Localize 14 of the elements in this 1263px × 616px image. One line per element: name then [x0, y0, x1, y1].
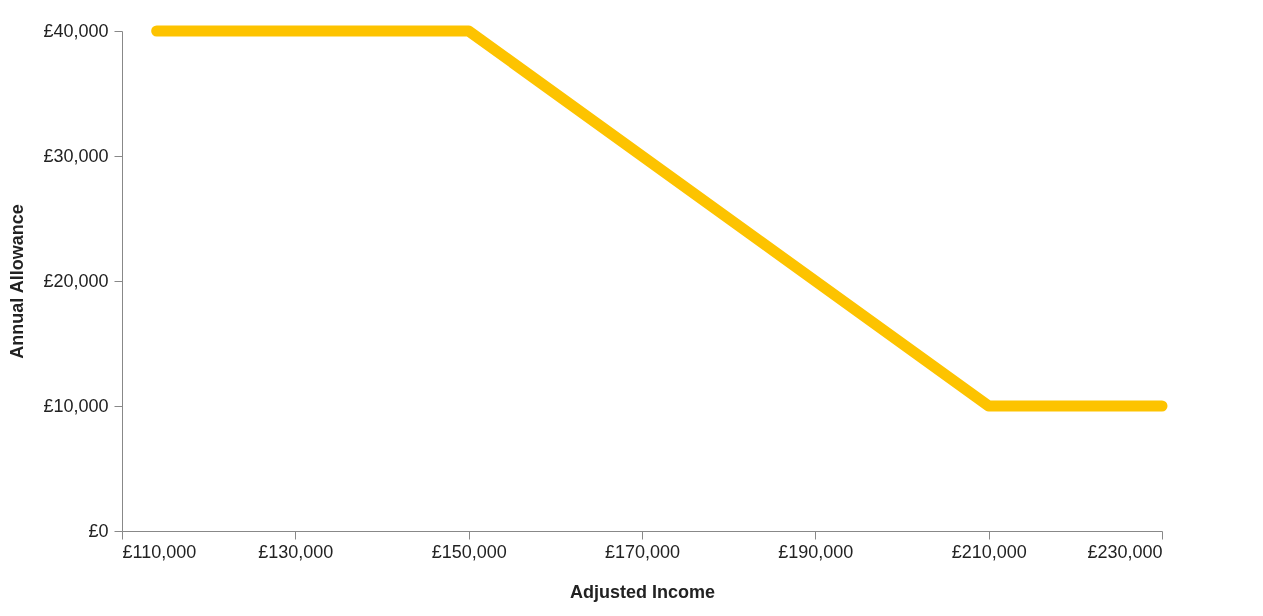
y-tick-label: £10,000: [43, 395, 109, 416]
x-tick-label: £150,000: [431, 541, 507, 562]
x-tick-label: £190,000: [778, 541, 854, 562]
y-tick-label: £30,000: [43, 145, 109, 166]
x-tick-label: £170,000: [604, 541, 681, 562]
y-tick-label: £20,000: [43, 270, 109, 291]
x-tick-label: £230,000: [1087, 541, 1163, 562]
x-tick-label: £130,000: [258, 541, 334, 562]
x-tick-label: £210,000: [951, 541, 1027, 562]
y-tick-label: £40,000: [43, 20, 109, 41]
x-tick-label: £110,000: [122, 541, 197, 562]
y-tick-label: £0: [88, 520, 109, 541]
x-axis-title: Adjusted Income: [569, 581, 716, 602]
y-axis-title: Annual Allowance: [7, 204, 28, 359]
